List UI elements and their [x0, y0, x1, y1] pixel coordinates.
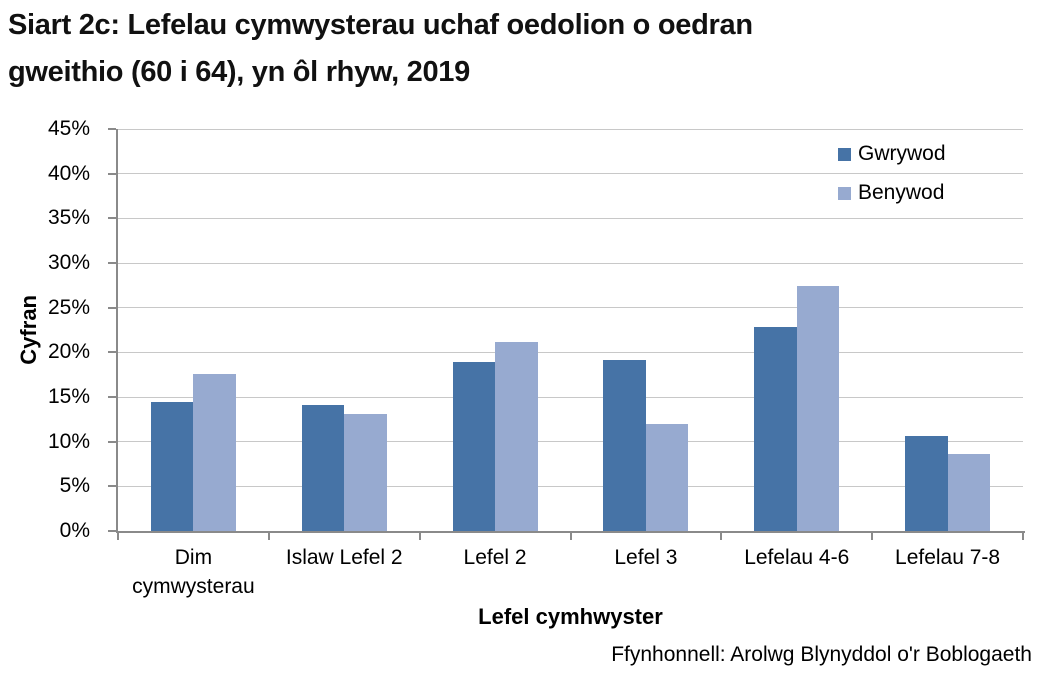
source-note: Ffynhonnell: Arolwg Blynyddol o'r Boblog…: [611, 643, 1032, 666]
x-tick-4: [720, 533, 723, 540]
y-tick-45: [108, 128, 116, 130]
y-tick-label-35: 35%: [47, 206, 90, 230]
bar-gwrywod-5: [905, 436, 948, 531]
gridline-20: [118, 351, 1023, 353]
bar-benywod-1: [344, 413, 387, 531]
y-tick-label-0: 0%: [59, 519, 90, 542]
chart-title: Siart 2c: Lefelau cymwysterau uchaf oedo…: [8, 2, 753, 96]
y-tick-label-5: 5%: [59, 474, 90, 498]
gridline-35: [118, 217, 1023, 219]
legend-entry-benywod: Benywod: [838, 180, 946, 206]
y-tick-label-45: 45%: [47, 117, 90, 140]
x-category-label-5: Lefelau 7-8: [895, 546, 1001, 569]
y-tick-label-10: 10%: [47, 429, 90, 453]
y-tick-20: [108, 351, 116, 354]
bar-benywod-0: [193, 373, 236, 531]
legend-label-gwrywod: Gwrywod: [858, 142, 946, 165]
x-category-label-3: Lefel 3: [614, 546, 678, 569]
x-tick-2: [418, 533, 421, 540]
y-tick-10: [108, 440, 116, 443]
x-axis-title: Lefel cymhwyster: [478, 604, 663, 629]
bar-gwrywod-2: [452, 362, 496, 531]
x-axis-tick-labels: Dim cymwysterau Islaw Lefel 2 Lefel 2 Lefel…: [118, 543, 1023, 601]
chart-title-line-1: Siart 2c: Lefelau cymwysterau uchaf oedo…: [8, 9, 753, 41]
y-tick-5: [108, 485, 116, 488]
chart-title-line-2: gweithio (60 i 64), yn ôl rhyw, 2019: [8, 56, 470, 88]
bar-gwrywod-0: [150, 402, 194, 531]
x-category-label-2: Lefel 2: [463, 546, 527, 569]
y-tick-label-25: 25%: [47, 295, 90, 319]
y-tick-label-40: 40%: [47, 161, 90, 185]
legend-swatch-gwrywod: [838, 147, 851, 161]
x-tick-1: [267, 533, 270, 540]
x-tick-3: [569, 533, 572, 540]
y-axis-line: [116, 129, 118, 533]
gridline-5: [118, 485, 1023, 487]
legend-label-benywod: Benywod: [858, 181, 945, 204]
legend: Gwrywod Benywod: [838, 141, 946, 219]
x-category-label-4: Lefelau 4-6: [744, 546, 850, 569]
bar-benywod-2: [495, 341, 538, 531]
x-tick-6: [1022, 533, 1024, 540]
x-category-label-1: Islaw Lefel 2: [285, 546, 403, 569]
bar-benywod-4: [796, 286, 840, 531]
bar-gwrywod-1: [301, 405, 345, 531]
y-tick-0: [108, 530, 116, 532]
legend-swatch-benywod: [838, 186, 851, 200]
x-tick-0: [117, 533, 119, 540]
x-axis-line: [116, 531, 1025, 533]
y-tick-40: [108, 172, 116, 175]
gridline-25: [118, 307, 1023, 309]
legend-entry-gwrywod: Gwrywod: [838, 141, 946, 167]
bar-benywod-5: [947, 454, 991, 531]
bar-gwrywod-3: [603, 360, 646, 531]
y-tick-30: [108, 262, 116, 264]
gridline-40: [118, 173, 1023, 175]
gridline-45: [118, 128, 1023, 130]
x-category-label-0: Dim cymwysterau: [132, 546, 255, 598]
y-tick-label-20: 20%: [47, 340, 90, 364]
y-tick-label-30: 30%: [47, 251, 90, 274]
bar-gwrywod-4: [754, 327, 797, 531]
bar-benywod-3: [645, 423, 689, 531]
x-tick-5: [871, 533, 874, 540]
y-tick-label-15: 15%: [47, 385, 90, 408]
gridline-30: [118, 262, 1023, 264]
y-tick-35: [108, 217, 116, 220]
y-axis-tick-labels: 0% 5% 10% 15% 20% 25% 30% 35% 40% 45%: [28, 117, 104, 542]
plot-area: [108, 128, 1025, 540]
y-tick-25: [108, 306, 116, 309]
y-tick-15: [108, 396, 116, 398]
gridline-10: [118, 441, 1023, 443]
gridline-15: [118, 396, 1023, 398]
